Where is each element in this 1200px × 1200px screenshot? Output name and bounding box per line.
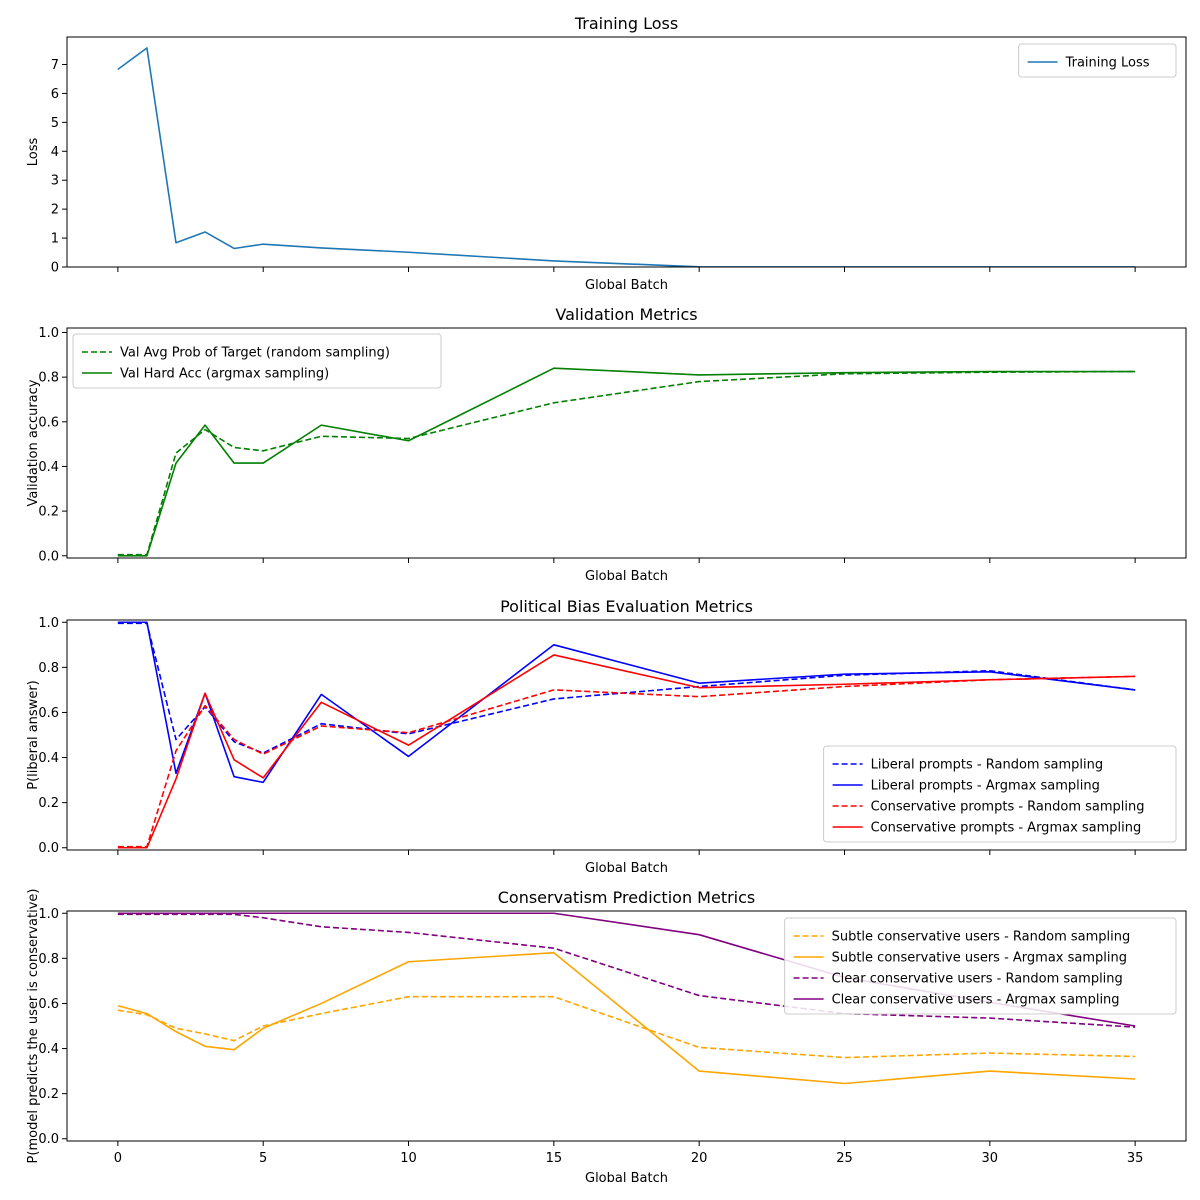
legend-label: Clear conservative users - Random sampli…: [832, 972, 1123, 987]
legend-label: Liberal prompts - Argmax sampling: [871, 779, 1100, 794]
y-tick-label: 0.4: [38, 460, 59, 475]
y-tick-label: 0.2: [38, 796, 59, 811]
x-axis-label: Global Batch: [585, 569, 668, 584]
y-tick-label: 1: [51, 232, 59, 247]
plot-political-bias: Political Bias Evaluation Metrics 0.0 0.2 0…: [26, 597, 1187, 876]
axes-frame: [66, 619, 1187, 851]
y-tick-label: 0: [51, 261, 59, 276]
series-line: [117, 913, 1136, 1028]
y-tick-label: 0.6: [38, 997, 59, 1012]
series-line: [117, 370, 1136, 556]
x-tick-label: 5: [259, 1151, 267, 1166]
legend-label: Val Avg Prob of Target (random sampling): [120, 346, 390, 361]
y-tick-label: 0.6: [38, 706, 59, 721]
y-tick-label: 0.0: [38, 841, 59, 856]
legend: Val Avg Prob of Target (random sampling)…: [72, 333, 442, 389]
series-group: [117, 367, 1136, 557]
y-tick-label: 1.0: [38, 616, 59, 631]
y-tick-label: 2: [51, 203, 59, 218]
axes-frame: [66, 36, 1187, 268]
x-tick-label: 25: [836, 1151, 853, 1166]
x-axis-label: Global Batch: [585, 1171, 668, 1186]
legend: Training Loss: [1018, 43, 1177, 78]
y-tick-label: 0.8: [38, 661, 59, 676]
y-tick-label: 0.2: [38, 1087, 59, 1102]
x-tick-label: 10: [400, 1151, 417, 1166]
plot-conservatism-prediction: Conservatism Prediction Metrics 0.0 0.2 0.4…: [26, 888, 1187, 1186]
chart-title: Training Loss: [574, 14, 678, 33]
chart-title: Political Bias Evaluation Metrics: [500, 597, 753, 616]
legend-label: Clear conservative users - Argmax sampli…: [832, 993, 1120, 1008]
legend-label: Liberal prompts - Random sampling: [871, 758, 1104, 773]
y-tick-label: 0.4: [38, 1042, 59, 1057]
y-tick-label: 0.8: [38, 371, 59, 386]
legend-box: [72, 333, 442, 389]
y-tick-label: 0.2: [38, 505, 59, 520]
series-line: [117, 675, 1136, 848]
plot-validation-metrics: Validation Metrics 0.0 0.2 0.4 0.6 0.8 1.0 Glob…: [26, 305, 1187, 584]
axes-frame: [66, 910, 1187, 1142]
y-tick-label: 1.0: [38, 326, 59, 341]
series-line: [117, 367, 1136, 557]
y-tick-label: 0.0: [38, 549, 59, 564]
legend-box: [1018, 43, 1177, 78]
legend-box: [784, 917, 1177, 1015]
legend-label: Val Hard Acc (argmax sampling): [120, 367, 329, 382]
x-axis-label: Global Batch: [585, 278, 668, 293]
y-tick-label: 0.6: [38, 415, 59, 430]
y-axis-label: P(model predicts the user is conservativ…: [26, 889, 41, 1164]
y-tick-label: 0.4: [38, 751, 59, 766]
series-line: [117, 995, 1136, 1059]
plot-training-loss: Training Loss 0 1 2 3 4 5 6 7 Global Batch Loss Tra…: [26, 14, 1187, 293]
y-axis-label: Validation accuracy: [26, 379, 41, 506]
x-axis-label: Global Batch: [585, 861, 668, 876]
legend-label: Conservative prompts - Argmax sampling: [871, 821, 1142, 836]
x-tick-label: 30: [982, 1151, 999, 1166]
y-tick-label: 3: [51, 174, 59, 189]
y-tick-label: 0.0: [38, 1132, 59, 1147]
chart-title: Conservatism Prediction Metrics: [498, 888, 756, 907]
legend: Subtle conservative users - Random sampl…: [784, 917, 1177, 1015]
series-line: [117, 621, 1136, 784]
axes-frame: [66, 327, 1187, 559]
x-tick-label: 0: [114, 1151, 122, 1166]
y-tick-label: 6: [51, 87, 59, 102]
x-tick-label: 20: [691, 1151, 708, 1166]
legend: Liberal prompts - Random sampling Liberal…: [823, 745, 1177, 843]
y-tick-label: 0.8: [38, 952, 59, 967]
legend-label: Conservative prompts - Random sampling: [871, 800, 1145, 815]
y-tick-label: 5: [51, 116, 59, 131]
legend-label: Subtle conservative users - Argmax sampl…: [832, 951, 1127, 966]
series-line: [117, 622, 1136, 754]
legend-label: Subtle conservative users - Random sampl…: [832, 930, 1131, 945]
y-tick-label: 7: [51, 58, 59, 73]
y-tick-label: 4: [51, 145, 59, 160]
series-line: [117, 654, 1136, 849]
legend-label: Training Loss: [1065, 56, 1150, 71]
y-tick-label: 1.0: [38, 907, 59, 922]
y-axis-label: Loss: [26, 138, 41, 167]
x-tick-label: 15: [546, 1151, 563, 1166]
y-axis-label: P(liberal answer): [26, 680, 41, 789]
series-line: [117, 951, 1136, 1085]
legend-box: [823, 745, 1177, 843]
x-tick-label: 35: [1127, 1151, 1144, 1166]
chart-title: Validation Metrics: [555, 305, 697, 324]
series-group: [117, 621, 1136, 849]
